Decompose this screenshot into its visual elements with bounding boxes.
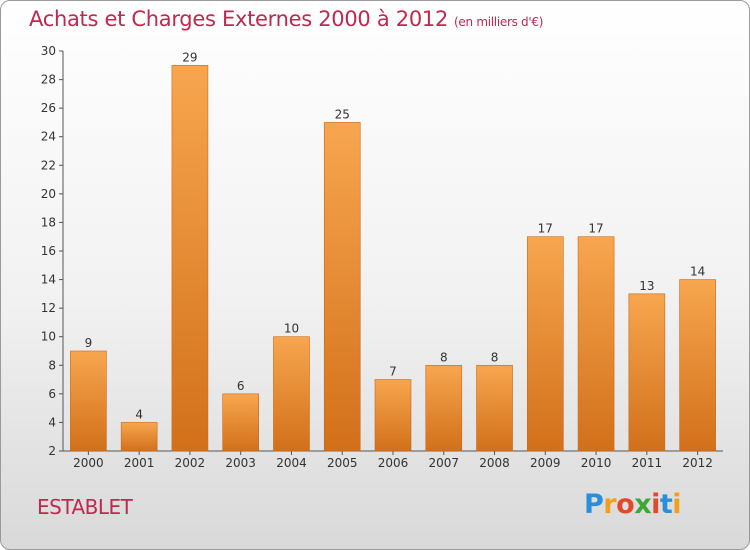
bar — [323, 122, 361, 452]
logo-letter: x — [634, 489, 652, 520]
bar — [120, 422, 158, 452]
y-tick-label: 20 — [41, 187, 56, 201]
x-tick-label: 2000 — [73, 456, 104, 470]
commune-name: ESTABLET — [37, 495, 133, 519]
title-text: Achats et Charges Externes 2000 à 2012 — [29, 7, 449, 31]
bar — [577, 236, 615, 452]
x-tick-label: 2007 — [428, 456, 459, 470]
y-tick-label: 2 — [48, 444, 56, 458]
logo-letter: r — [603, 489, 617, 520]
chart-title: Achats et Charges Externes 2000 à 2012 (e… — [29, 7, 543, 31]
y-tick-label: 16 — [41, 244, 56, 258]
x-tick-label: 2011 — [632, 456, 663, 470]
data-label: 29 — [182, 50, 197, 64]
x-tick-label: 2004 — [276, 456, 307, 470]
logo-letter: o — [616, 489, 635, 520]
data-label: 8 — [491, 350, 499, 364]
data-label: 7 — [389, 365, 397, 379]
data-label: 25 — [335, 107, 350, 121]
proxiti-logo: Proxiti — [584, 489, 682, 520]
data-label: 17 — [588, 222, 603, 236]
logo-letter: i — [651, 489, 660, 520]
logo-letter: t — [659, 489, 673, 520]
bar — [425, 364, 463, 452]
x-tick-label: 2001 — [124, 456, 155, 470]
y-tick-label: 10 — [41, 330, 56, 344]
x-tick-label: 2010 — [581, 456, 612, 470]
bar — [374, 379, 412, 452]
x-tick-label: 2006 — [378, 456, 409, 470]
bar — [476, 364, 513, 452]
data-label: 8 — [440, 350, 448, 364]
y-tick-label: 28 — [41, 73, 56, 87]
data-label: 6 — [237, 379, 245, 393]
y-tick-label: 4 — [48, 415, 56, 429]
y-tick-label: 12 — [41, 301, 56, 315]
x-tick-label: 2005 — [327, 456, 358, 470]
x-tick-label: 2008 — [479, 456, 510, 470]
y-tick-label: 18 — [41, 215, 56, 229]
x-tick-label: 2012 — [682, 456, 713, 470]
bar — [70, 350, 107, 452]
chart-unit: (en milliers d'€) — [454, 15, 544, 29]
bar — [679, 279, 716, 452]
data-label: 13 — [639, 279, 654, 293]
y-tick-label: 30 — [41, 44, 56, 58]
data-label: 14 — [690, 265, 705, 279]
bar — [628, 293, 666, 452]
data-label: 10 — [284, 322, 299, 336]
y-tick-label: 8 — [48, 358, 56, 372]
x-tick-label: 2003 — [225, 456, 256, 470]
logo-letter: i — [672, 489, 682, 520]
y-tick-label: 26 — [41, 101, 56, 115]
y-tick-label: 6 — [48, 387, 56, 401]
data-label: 17 — [538, 222, 553, 236]
data-label: 9 — [85, 336, 93, 350]
bar — [222, 393, 259, 452]
bar — [527, 236, 564, 452]
y-tick-label: 24 — [41, 130, 56, 144]
y-tick-label: 14 — [41, 273, 56, 287]
x-tick-label: 2002 — [175, 456, 206, 470]
y-tick-label: 22 — [41, 158, 56, 172]
data-label: 4 — [135, 407, 143, 421]
logo-letter: P — [584, 489, 604, 520]
bar — [273, 336, 310, 452]
bar — [171, 64, 209, 452]
x-tick-label: 2009 — [530, 456, 561, 470]
